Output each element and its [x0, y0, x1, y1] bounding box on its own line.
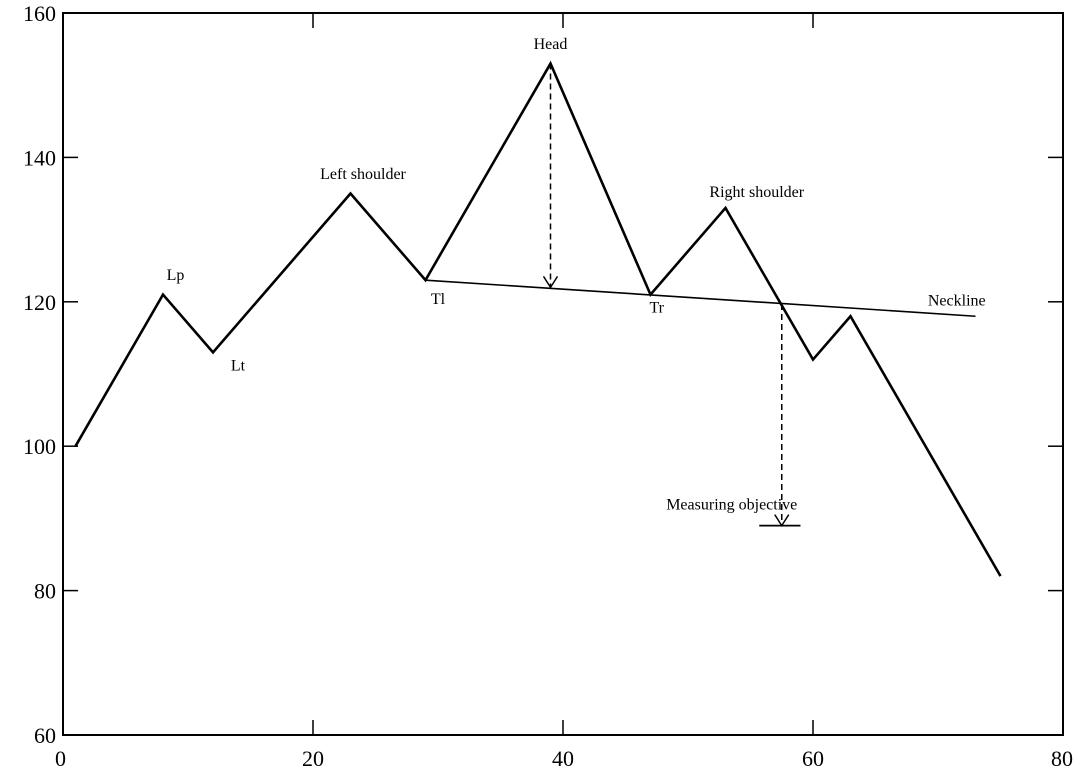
price-line: [74, 60, 1002, 577]
y-tick-label: 120: [23, 290, 56, 315]
annotation-label: Lt: [231, 357, 246, 374]
annotation-label: Tl: [431, 291, 446, 308]
annotation-label: Head: [534, 36, 568, 53]
neckline: [425, 279, 976, 318]
annotation-lines: [425, 63, 976, 528]
y-tick-label: 80: [34, 579, 56, 604]
annotation-label: Neckline: [928, 292, 986, 309]
y-tick-label: 160: [23, 1, 56, 26]
plot-frame: [62, 12, 1064, 736]
annotation-label: Right shoulder: [709, 184, 804, 201]
ticks: 0 20 40 60 80 60 80 100 120 140 160: [23, 1, 1073, 771]
annotation-label: Tr: [649, 300, 664, 317]
y-tick-label: 140: [23, 145, 56, 170]
y-tick-label: 100: [23, 434, 56, 459]
annotation-label: Lp: [167, 267, 185, 284]
annotation-label: Left shoulder: [320, 166, 406, 183]
head-drop-arrow-head: [542, 275, 559, 289]
x-tick-label: 40: [552, 746, 574, 771]
annotation-label: Measuring objective: [666, 497, 797, 514]
x-tick-label: 0: [55, 746, 66, 771]
x-tick-label: 80: [1051, 746, 1073, 771]
y-tick-label: 60: [34, 723, 56, 748]
x-tick-label: 60: [802, 746, 824, 771]
annotation-labels: Head Left shoulder Right shoulder Lp Lt Tl Tr N…: [167, 36, 986, 514]
x-tick-label: 20: [302, 746, 324, 771]
series-layer: [74, 60, 1002, 577]
